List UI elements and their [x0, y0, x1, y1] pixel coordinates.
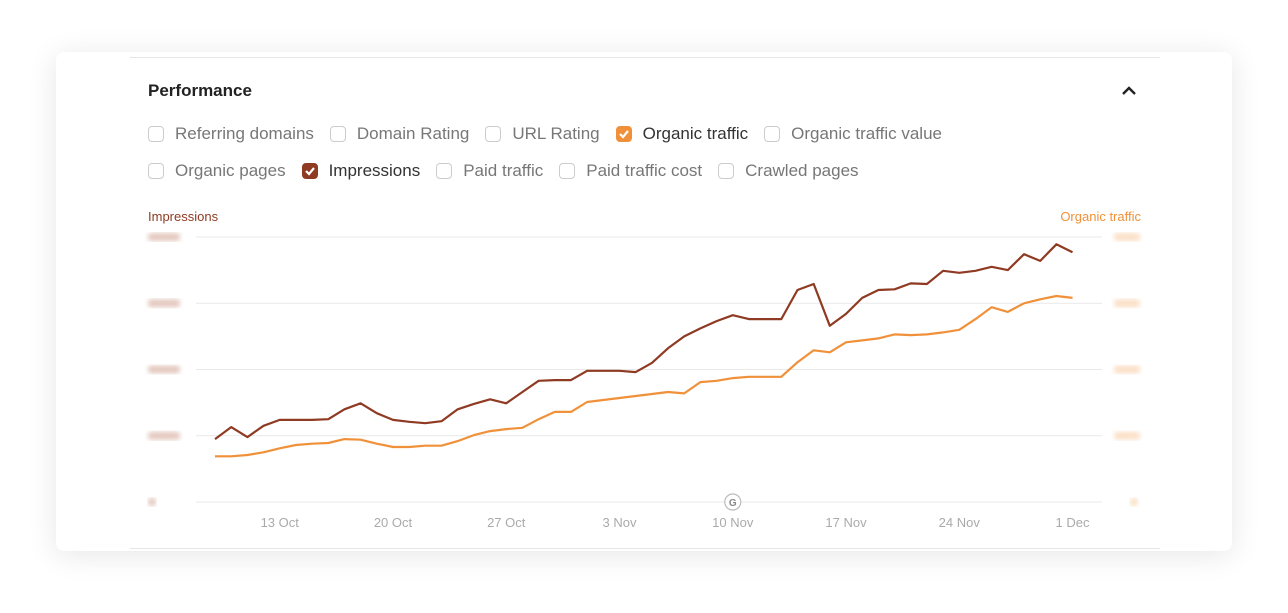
x-tick-label: 3 Nov [603, 515, 637, 530]
metric-label: Referring domains [175, 124, 314, 143]
metric-checkbox-paid-traffic-cost[interactable]: Paid traffic cost [559, 161, 702, 181]
left-axis-tick-obscured [148, 233, 180, 241]
performance-section: Performance Referring domains Domain Rati… [130, 57, 1160, 549]
left-axis-tick-obscured [148, 498, 156, 506]
checkbox-icon[interactable] [148, 163, 164, 179]
checkbox-icon[interactable] [559, 163, 576, 179]
collapse-button[interactable] [1118, 80, 1140, 102]
x-tick-label: 20 Oct [374, 515, 413, 530]
right-axis-label: Organic traffic [1060, 209, 1141, 224]
x-tick-label: 10 Nov [712, 515, 754, 530]
metric-label: Organic traffic [642, 124, 749, 143]
checkbox-checked-icon[interactable] [615, 126, 632, 142]
x-tick-label: 13 Oct [261, 515, 300, 530]
checkbox-checked-icon[interactable] [301, 163, 318, 179]
series-line-impressions [214, 243, 1073, 440]
metric-checkbox-organic-traffic[interactable]: Organic traffic [615, 124, 749, 144]
metric-label: Impressions [328, 161, 421, 180]
metric-row-2: Organic pages Impressions Paid traffic Paid… [148, 161, 875, 181]
metric-label: URL Rating [512, 124, 600, 143]
metric-label: Crawled pages [745, 161, 859, 180]
checkbox-icon[interactable] [436, 163, 453, 179]
metric-label: Paid traffic cost [586, 161, 703, 180]
metric-checkbox-organic-traffic-value[interactable]: Organic traffic value [764, 124, 942, 144]
metric-label: Paid traffic [463, 161, 544, 180]
metric-checkbox-impressions[interactable]: Impressions [301, 161, 421, 181]
checkbox-icon[interactable] [485, 126, 502, 142]
chevron-up-icon [1122, 86, 1136, 95]
metric-checkbox-organic-pages[interactable]: Organic pages [148, 161, 286, 181]
checkbox-icon[interactable] [718, 163, 735, 179]
x-tick-label: 24 Nov [939, 515, 981, 530]
google-update-label: G [729, 498, 737, 509]
metric-row-1: Referring domains Domain Rating URL Rating… [148, 124, 958, 144]
left-axis-tick-obscured [148, 431, 180, 440]
x-tick-label: 27 Oct [487, 515, 526, 530]
right-axis-tick-obscured [1130, 498, 1138, 506]
left-axis-tick-obscured [148, 365, 180, 374]
metric-checkbox-domain-rating[interactable]: Domain Rating [329, 124, 470, 144]
metric-label: Domain Rating [356, 124, 470, 143]
x-tick-label: 17 Nov [825, 515, 867, 530]
google-update-icon [724, 493, 742, 511]
metric-checkbox-crawled-pages[interactable]: Crawled pages [718, 161, 859, 181]
section-title: Performance [148, 81, 252, 100]
checkbox-icon[interactable] [764, 126, 781, 142]
series-line-organic-traffic [215, 294, 1073, 458]
checkbox-icon[interactable] [148, 126, 164, 142]
right-axis-tick-obscured [1114, 299, 1140, 308]
metric-label: Organic traffic value [791, 124, 942, 143]
left-axis-label: Impressions [148, 209, 219, 224]
performance-card: Performance Referring domains Domain Rati… [56, 52, 1232, 551]
metric-checkbox-referring-domains[interactable]: Referring domains [148, 124, 314, 144]
metric-checkbox-url-rating[interactable]: URL Rating [485, 124, 600, 144]
right-axis-tick-obscured [1114, 365, 1140, 374]
left-axis-tick-obscured [148, 299, 180, 308]
right-axis-tick-obscured [1114, 431, 1140, 440]
checkbox-icon[interactable] [329, 126, 346, 142]
metric-checkbox-paid-traffic[interactable]: Paid traffic [436, 161, 543, 181]
right-axis-tick-obscured [1114, 233, 1140, 241]
x-tick-label: 1 Dec [1056, 515, 1090, 530]
metric-label: Organic pages [175, 161, 286, 180]
